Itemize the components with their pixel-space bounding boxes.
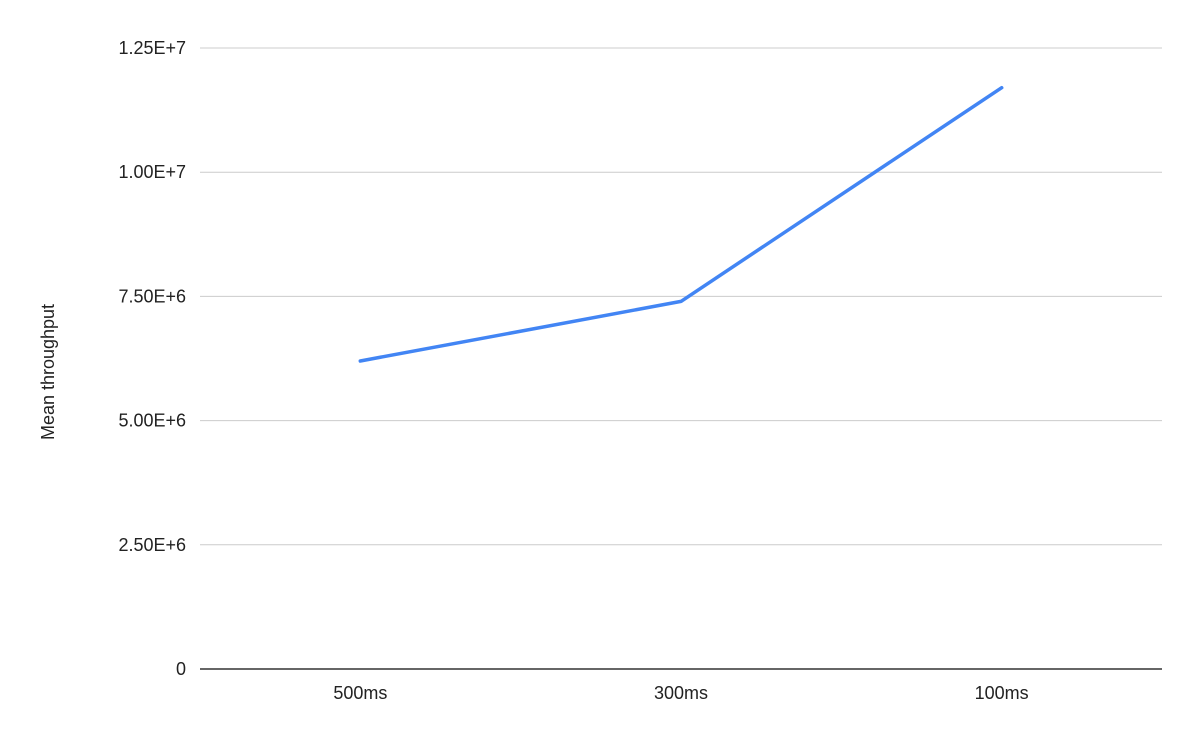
gridlines [200,47,1162,670]
x-tick-label: 500ms [333,683,387,703]
x-tick-label: 300ms [654,683,708,703]
y-tick-label: 2.50E+6 [118,535,186,555]
y-axis-title: Mean throughput [38,304,58,440]
y-tick-label: 1.25E+7 [118,38,186,58]
series-line [358,85,1004,363]
y-tick-label: 0 [176,659,186,679]
y-axis-tick-labels: 0 2.50E+6 5.00E+6 7.50E+6 1.00E+7 1.25E+7 [118,38,186,679]
series-lines [358,85,1004,363]
x-axis-tick-labels: 500ms 300ms 100ms [333,683,1028,703]
y-tick-label: 7.50E+6 [118,286,186,306]
y-tick-label: 5.00E+6 [118,411,186,431]
y-tick-label: 1.00E+7 [118,162,186,182]
x-tick-label: 100ms [975,683,1029,703]
